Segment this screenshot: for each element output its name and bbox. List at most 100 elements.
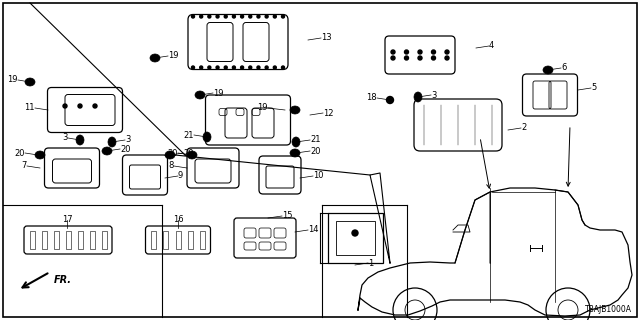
Text: 8: 8 — [168, 162, 174, 171]
Circle shape — [63, 104, 67, 108]
Bar — [54, 231, 58, 249]
Circle shape — [431, 56, 435, 60]
Ellipse shape — [414, 92, 422, 102]
Text: 6: 6 — [561, 63, 566, 73]
Ellipse shape — [35, 151, 45, 159]
Ellipse shape — [150, 54, 160, 62]
Ellipse shape — [543, 66, 553, 74]
Circle shape — [241, 66, 244, 69]
Text: 7: 7 — [22, 162, 27, 171]
Circle shape — [273, 15, 276, 18]
Circle shape — [232, 66, 236, 69]
Text: 5: 5 — [591, 84, 596, 92]
Ellipse shape — [187, 151, 197, 159]
Bar — [175, 231, 180, 249]
Circle shape — [216, 15, 219, 18]
Circle shape — [418, 56, 422, 60]
Circle shape — [224, 66, 227, 69]
Circle shape — [387, 97, 394, 103]
Text: 1: 1 — [368, 259, 373, 268]
Circle shape — [249, 66, 252, 69]
Text: 18: 18 — [366, 93, 377, 102]
Text: 21: 21 — [310, 135, 321, 145]
Bar — [102, 231, 106, 249]
Circle shape — [216, 66, 219, 69]
Circle shape — [282, 66, 285, 69]
Text: 19: 19 — [168, 52, 179, 60]
Circle shape — [431, 50, 435, 54]
Ellipse shape — [290, 149, 300, 157]
Bar — [188, 231, 193, 249]
Ellipse shape — [25, 78, 35, 86]
Bar — [163, 231, 168, 249]
Text: 19: 19 — [8, 76, 18, 84]
Circle shape — [191, 15, 195, 18]
Circle shape — [200, 66, 203, 69]
Text: 11: 11 — [24, 103, 35, 113]
Text: 21: 21 — [184, 131, 194, 140]
Bar — [328, 213, 383, 263]
Text: 15: 15 — [282, 212, 292, 220]
Text: 20: 20 — [120, 145, 131, 154]
Circle shape — [404, 50, 408, 54]
Bar — [65, 231, 70, 249]
Circle shape — [224, 15, 227, 18]
Circle shape — [200, 15, 203, 18]
Circle shape — [241, 15, 244, 18]
Circle shape — [418, 50, 422, 54]
Circle shape — [257, 66, 260, 69]
Text: 20: 20 — [183, 148, 193, 157]
Text: 17: 17 — [61, 215, 72, 225]
Circle shape — [273, 66, 276, 69]
Circle shape — [93, 104, 97, 108]
Text: 20: 20 — [15, 148, 25, 157]
Text: 19: 19 — [213, 89, 223, 98]
Text: 3: 3 — [125, 135, 131, 145]
Circle shape — [232, 15, 236, 18]
Circle shape — [391, 50, 395, 54]
Ellipse shape — [102, 147, 112, 155]
Bar — [90, 231, 95, 249]
Circle shape — [249, 15, 252, 18]
Ellipse shape — [290, 106, 300, 114]
Text: FR.: FR. — [54, 275, 72, 285]
Text: 16: 16 — [173, 215, 183, 225]
Circle shape — [208, 15, 211, 18]
Bar — [200, 231, 205, 249]
Bar — [151, 231, 156, 249]
Circle shape — [265, 66, 268, 69]
Text: 19: 19 — [257, 103, 268, 113]
Ellipse shape — [165, 151, 175, 159]
Circle shape — [445, 50, 449, 54]
Text: 2: 2 — [521, 124, 526, 132]
Bar — [77, 231, 83, 249]
Text: 12: 12 — [323, 108, 333, 117]
Circle shape — [265, 15, 268, 18]
Text: TBAJB1000A: TBAJB1000A — [585, 305, 632, 314]
Circle shape — [191, 66, 195, 69]
Ellipse shape — [195, 91, 205, 99]
Text: 13: 13 — [321, 34, 332, 43]
Circle shape — [352, 230, 358, 236]
Text: 3: 3 — [63, 133, 68, 142]
Circle shape — [445, 56, 449, 60]
Circle shape — [282, 15, 285, 18]
Circle shape — [78, 104, 82, 108]
Bar — [335, 221, 374, 255]
Circle shape — [257, 15, 260, 18]
Circle shape — [391, 56, 395, 60]
Text: 4: 4 — [489, 42, 494, 51]
Text: 14: 14 — [308, 226, 319, 235]
Ellipse shape — [76, 135, 84, 145]
Bar — [42, 231, 47, 249]
Text: 9: 9 — [178, 172, 183, 180]
Bar — [29, 231, 35, 249]
Text: 3: 3 — [431, 91, 436, 100]
Text: 10: 10 — [313, 172, 323, 180]
Text: 20: 20 — [168, 148, 178, 157]
Text: 20: 20 — [310, 147, 321, 156]
Ellipse shape — [292, 137, 300, 147]
Circle shape — [208, 66, 211, 69]
Ellipse shape — [108, 137, 116, 147]
Ellipse shape — [203, 132, 211, 142]
